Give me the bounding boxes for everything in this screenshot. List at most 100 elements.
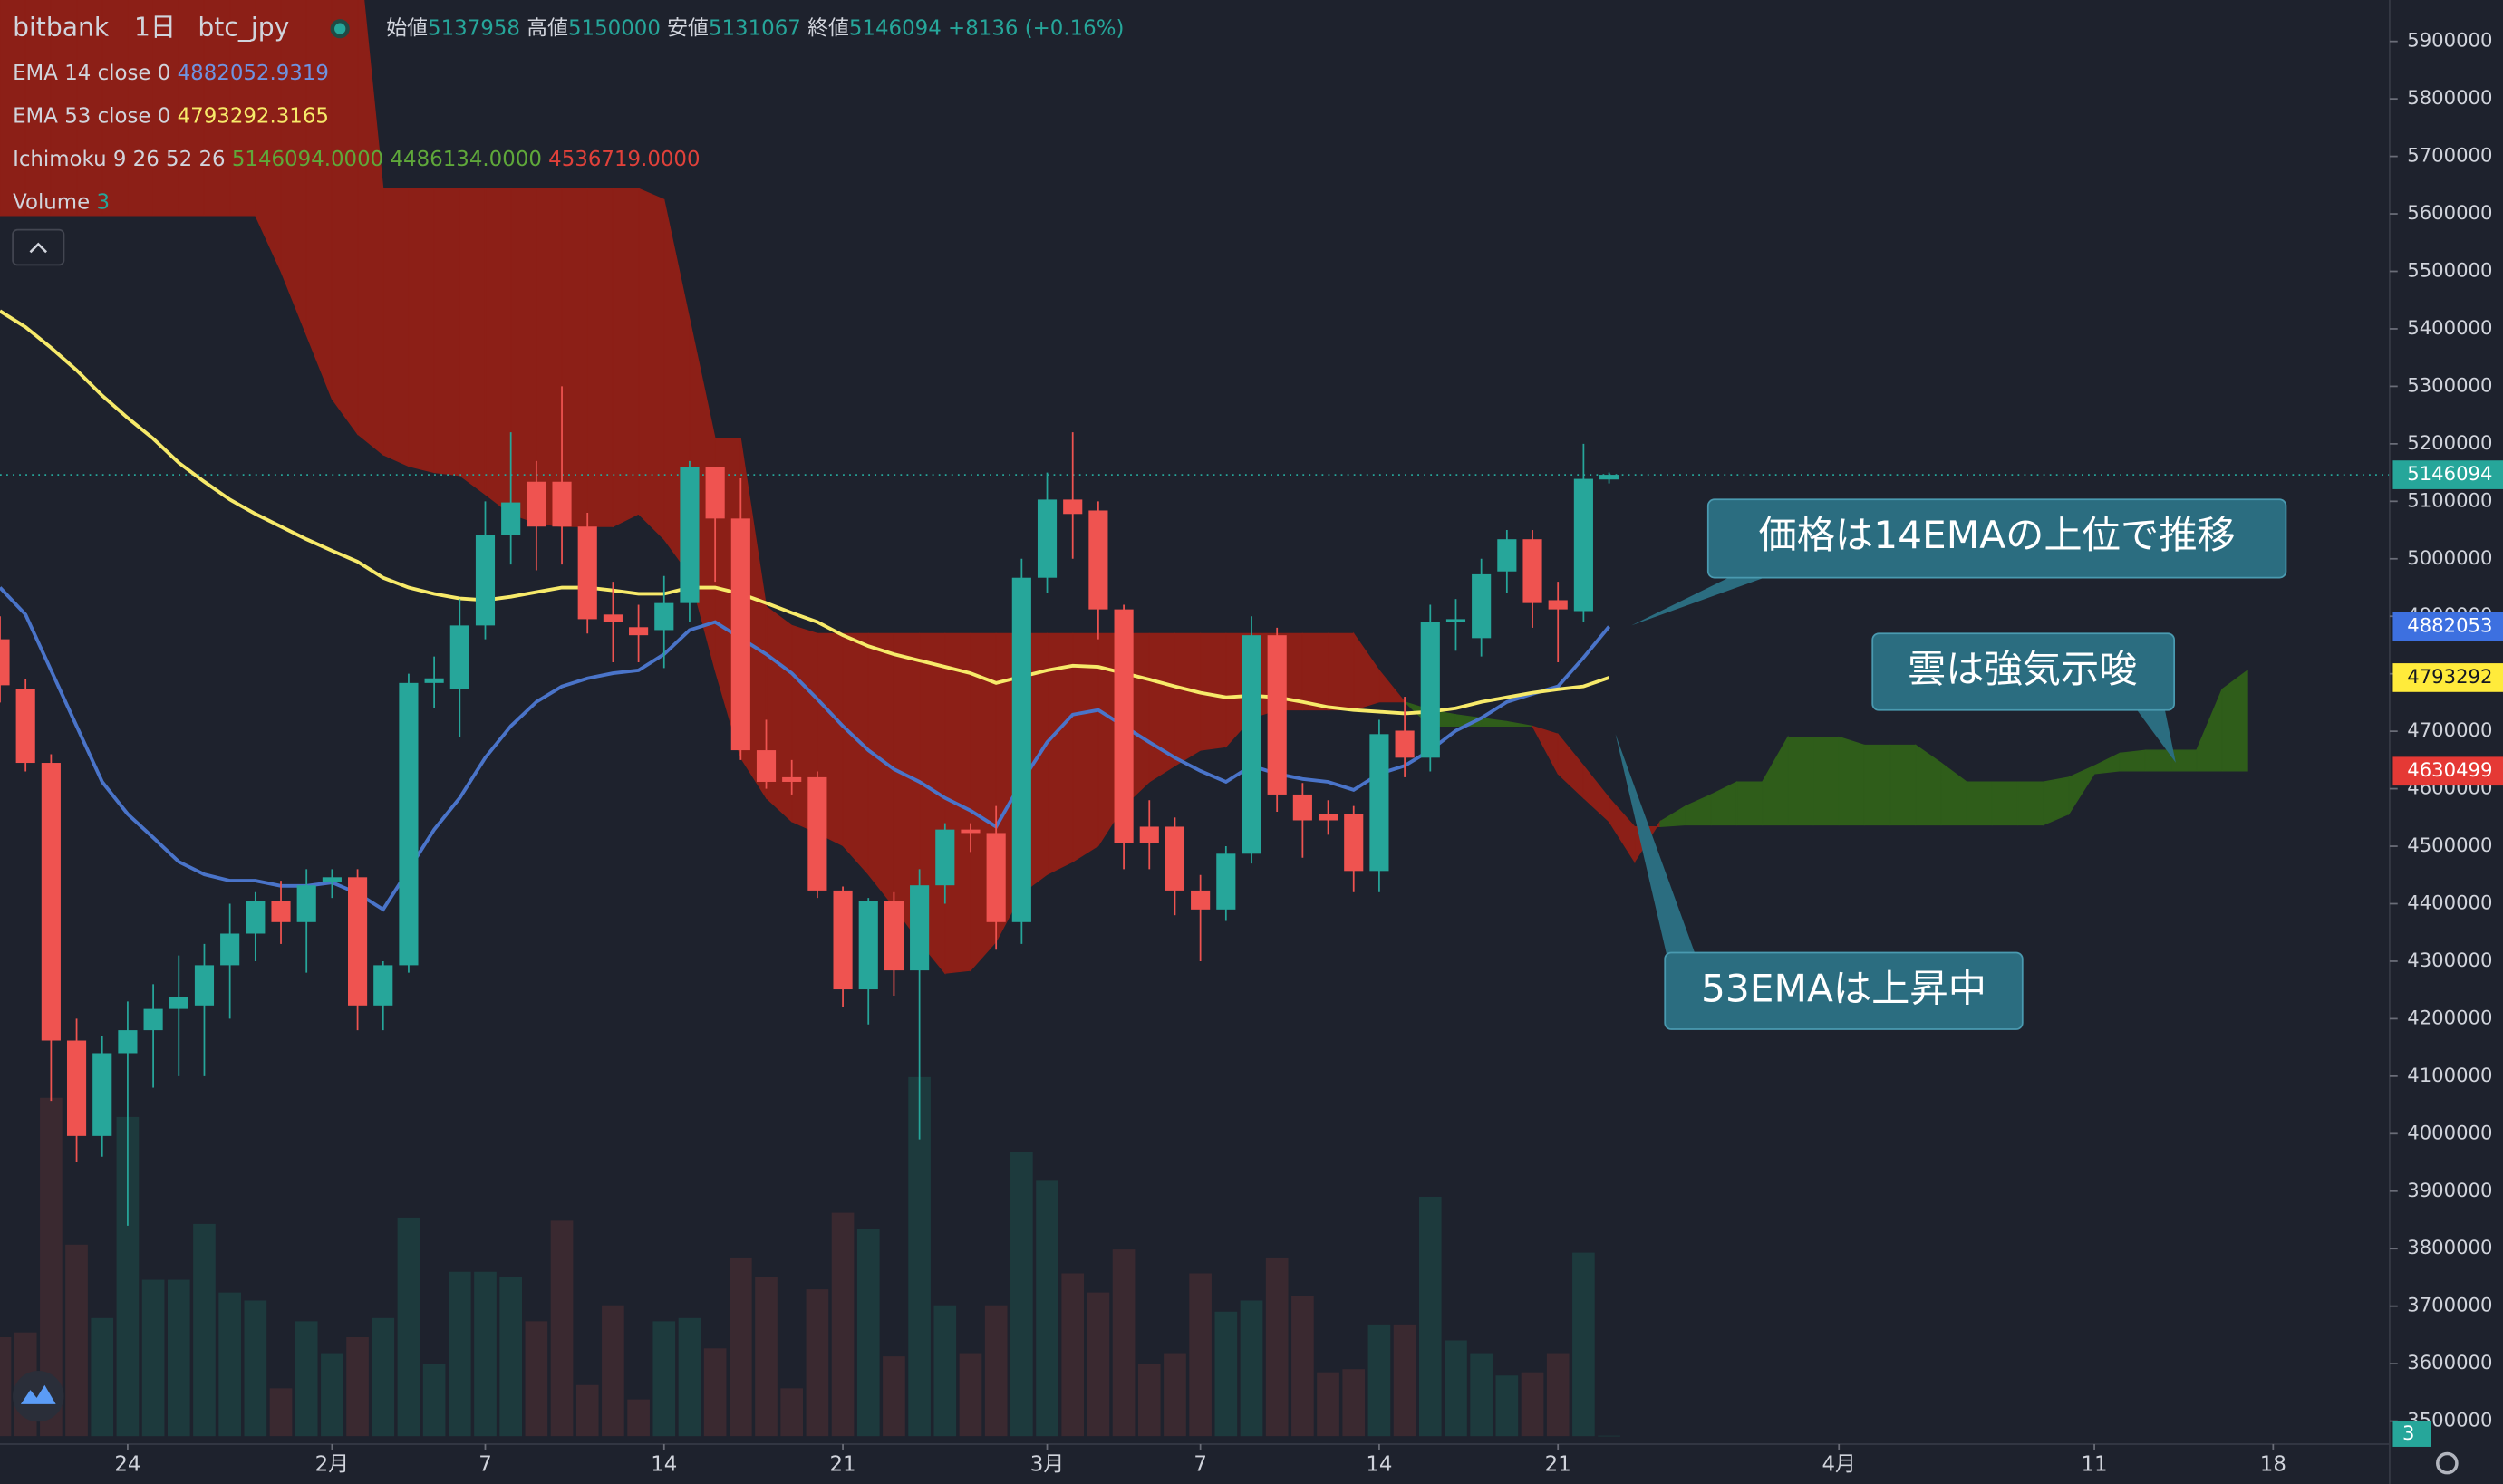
candle-body: [449, 625, 469, 689]
callout-box: [1706, 498, 2287, 579]
ohlc-label: 高値: [527, 16, 568, 40]
interval: 1日: [134, 13, 176, 43]
plot-area: [0, 0, 2390, 1437]
candle-body: [220, 933, 240, 966]
candle-body: [1522, 539, 1542, 603]
cloud-segment: [1838, 736, 1865, 826]
cloud-segment: [2221, 669, 2248, 772]
legend-name: EMA 14 close 0: [13, 62, 170, 85]
candle-body: [986, 833, 1006, 922]
candle-body: [1139, 826, 1159, 843]
volume-bar: [474, 1271, 497, 1437]
candle-body: [194, 965, 215, 1006]
cloud-segment: [0, 0, 26, 217]
axes: 3500000360000037000003800000390000040000…: [114, 29, 2503, 1476]
volume-bar: [1572, 1252, 1595, 1437]
volume-bar: [65, 1244, 88, 1437]
volume-bar: [1495, 1375, 1519, 1437]
y-tick-label: 4100000: [2407, 1064, 2492, 1086]
callout-pointer: [2135, 708, 2176, 763]
volume-bar: [244, 1300, 267, 1437]
price-tag-label: 5146094: [2407, 462, 2492, 485]
legend-value: 4882052.9319: [178, 62, 329, 85]
candle-body: [782, 776, 802, 782]
price-tag: [2392, 612, 2503, 641]
y-tick-label: 4500000: [2407, 834, 2492, 856]
volume-bar: [141, 1279, 165, 1437]
x-tick-label: 4月: [1822, 1452, 1856, 1476]
callout-box: [1664, 951, 2024, 1030]
candle-body: [1165, 826, 1185, 891]
candle-body: [1497, 539, 1517, 572]
change: +8136 (+0.16%): [948, 16, 1124, 40]
volume-bar: [193, 1223, 216, 1437]
volume-bar: [1189, 1273, 1212, 1437]
cloud-segment: [536, 188, 563, 527]
x-tick-label: 21: [830, 1452, 856, 1476]
volume-bar: [91, 1317, 114, 1437]
volume-bar: [575, 1384, 599, 1437]
x-tick-label: 3月: [1030, 1452, 1064, 1476]
cloud-segment: [1174, 632, 1202, 767]
candle-body: [552, 481, 572, 527]
cloud-segment: [24, 0, 52, 217]
candle-body: [1369, 734, 1389, 872]
volume-bar: [1367, 1324, 1391, 1437]
volume-bar: [1240, 1300, 1263, 1437]
cloud-segment: [305, 0, 333, 400]
price-tag: [2392, 460, 2503, 489]
cloud-segment: [612, 188, 640, 528]
y-tick-label: 5300000: [2407, 373, 2492, 396]
volume-bar: [167, 1279, 190, 1437]
volume-bar: [1061, 1273, 1085, 1437]
candle-body: [1344, 814, 1364, 872]
ohlc-label: 安値: [667, 16, 709, 40]
candle-body: [118, 1030, 138, 1054]
candle-body: [1216, 853, 1236, 910]
cloud-segment: [2016, 781, 2044, 826]
cloud-segment: [842, 632, 869, 876]
x-tick-label: 2月: [315, 1452, 349, 1476]
volume-bar: [1010, 1152, 1033, 1437]
candle-body: [756, 750, 777, 782]
y-tick-label: 5200000: [2407, 431, 2492, 454]
collapse-icon: [29, 242, 48, 254]
cloud-segment: [1991, 781, 2019, 826]
candle-body: [501, 502, 521, 535]
y-tick-label: 5700000: [2407, 144, 2492, 167]
x-tick-label: 18: [2260, 1452, 2286, 1476]
ohlc-label: 終値: [807, 16, 849, 40]
settings-button[interactable]: [2436, 1451, 2459, 1475]
candle-body: [1242, 635, 1261, 854]
y-tick-label: 3900000: [2407, 1179, 2492, 1201]
legend-value: 4793292.3165: [178, 104, 329, 128]
candle-body: [1599, 475, 1619, 480]
ema-line: [0, 309, 1610, 716]
cloud-segment: [1328, 632, 1355, 711]
candle-body: [399, 682, 419, 966]
volume-bar: [1036, 1180, 1058, 1437]
legend-value: 4486134.0000: [391, 148, 542, 171]
cloud-segment: [1735, 781, 1764, 826]
y-tick-label: 3800000: [2407, 1236, 2492, 1258]
volume-bar: [1137, 1364, 1161, 1437]
volume-bar: [780, 1388, 804, 1437]
cloud-segment: [1966, 781, 1993, 826]
cloud-segment: [76, 0, 103, 217]
candle-body: [1395, 730, 1415, 758]
candle-body: [1037, 499, 1058, 578]
candle-body: [41, 763, 61, 1041]
callout-pointer: [1615, 734, 1696, 955]
candle-body: [92, 1053, 112, 1136]
candle-body: [629, 627, 649, 636]
volume-bar: [269, 1388, 293, 1437]
candle-body: [296, 885, 316, 922]
candle-body: [705, 467, 725, 519]
collapse-button[interactable]: [12, 228, 65, 266]
candle-body: [730, 518, 750, 751]
callout-text: 53EMAは上昇中: [1701, 966, 1986, 1010]
volume-bar: [218, 1292, 241, 1437]
candle-body: [1548, 600, 1568, 610]
candle-body: [1292, 794, 1312, 821]
